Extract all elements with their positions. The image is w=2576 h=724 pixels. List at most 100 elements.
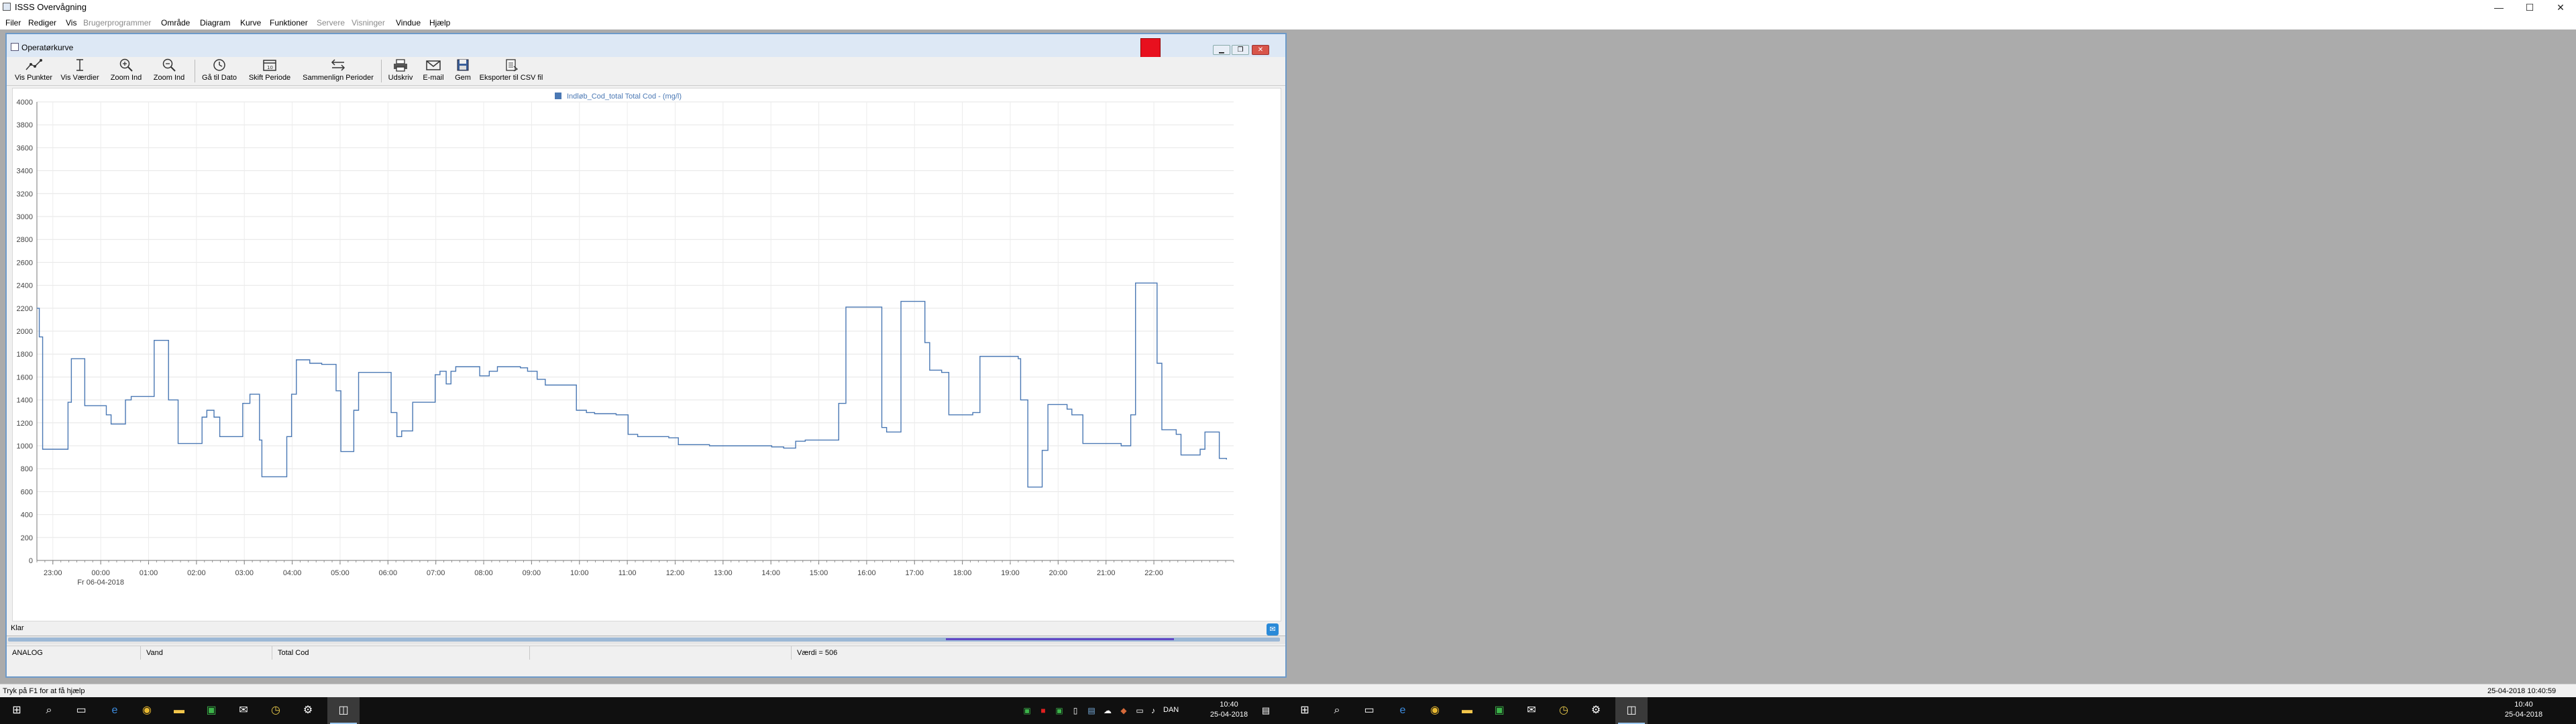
x-tick-label: 21:00 <box>1097 569 1116 577</box>
folder-icon-2[interactable]: ▬ <box>1462 705 1472 716</box>
mail-icon[interactable]: ✉ <box>239 705 248 716</box>
app-green-icon[interactable]: ▣ <box>206 705 217 716</box>
edge-icon-2[interactable]: e <box>1399 705 1406 716</box>
x-tick-label: 10:00 <box>570 569 589 577</box>
chart-area[interactable]: 0 200 400 600 800 1000 1200 1400 1600 1800 2000 220… <box>12 88 1281 621</box>
menu-kurve[interactable]: Kurve <box>240 18 262 27</box>
chrome-icon-2[interactable]: ◉ <box>1430 705 1440 716</box>
child-status-bar: ANALOG Vand Total Cod Værdi = 506 <box>7 646 1285 660</box>
y-tick-label: 1200 <box>17 420 33 428</box>
scrollbar-thumb[interactable] <box>8 638 1280 642</box>
active-app-tile-2[interactable]: ◫ <box>1615 697 1648 724</box>
tray-clock[interactable]: 10:40 25-04-2018 <box>1208 700 1250 720</box>
start-icon[interactable]: ⊞ <box>12 705 21 716</box>
active-app-tile[interactable]: ◫ <box>327 697 360 724</box>
settings-icon-2[interactable]: ⚙ <box>1591 705 1601 716</box>
tray-icon-5[interactable]: ▤ <box>1087 706 1095 715</box>
goto-date-button[interactable]: Gå til Dato <box>199 58 240 82</box>
x-tick-label: 13:00 <box>714 569 733 577</box>
zoom-in-button[interactable]: Zoom Ind <box>107 58 145 82</box>
x-tick-label: 04:00 <box>283 569 302 577</box>
zoom-in-2-button[interactable]: Zoom Ind <box>150 58 188 82</box>
menu-omraade[interactable]: Område <box>161 18 191 27</box>
menu-rediger[interactable]: Rediger <box>28 18 57 27</box>
show-values-button[interactable]: Vis Værdier <box>59 58 101 82</box>
status-medium: Vand <box>141 646 272 660</box>
task-view-icon-2[interactable]: ▭ <box>1364 705 1375 716</box>
clock-app-icon-2[interactable]: ◷ <box>1559 705 1568 716</box>
menu-servere[interactable]: Servere <box>317 18 345 27</box>
menu-visninger[interactable]: Visninger <box>352 18 385 27</box>
app-title-bar: ISSS Overvågning — ☐ ✕ <box>0 0 2576 15</box>
svg-text:10: 10 <box>267 65 273 70</box>
time-scrollbar[interactable] <box>7 636 1285 644</box>
task-view-icon[interactable]: ▭ <box>76 705 87 716</box>
child-restore-button[interactable]: ❐ <box>1232 45 1249 55</box>
folder-icon[interactable]: ▬ <box>174 705 184 716</box>
edge-icon[interactable]: e <box>111 705 118 716</box>
y-tick-label: 1400 <box>17 397 33 405</box>
x-tick-label: 07:00 <box>427 569 445 577</box>
email-button[interactable]: E-mail <box>419 58 448 82</box>
export-csv-button[interactable]: Eksporter til CSV fil <box>476 58 546 82</box>
clock-app-icon[interactable]: ◷ <box>271 705 280 716</box>
scrollbar-range-marker <box>946 638 1174 640</box>
save-button[interactable]: Gem <box>449 58 476 82</box>
y-tick-label: 1600 <box>17 373 33 381</box>
tray-icon-1[interactable]: ▣ <box>1023 706 1031 715</box>
legend-swatch <box>555 93 561 99</box>
x-tick-label: 18:00 <box>953 569 972 577</box>
tray-icon-2[interactable]: ■ <box>1040 706 1046 715</box>
print-button[interactable]: Udskriv <box>385 58 416 82</box>
compare-periods-button[interactable]: Sammenlign Perioder <box>298 58 378 82</box>
series-line <box>37 282 1227 488</box>
x-tick-label: 02:00 <box>187 569 206 577</box>
toolbar-separator <box>381 60 382 82</box>
tray-cloud-icon[interactable]: ☁ <box>1104 706 1112 715</box>
email-label: E-mail <box>423 74 444 82</box>
menu-diagram[interactable]: Diagram <box>200 18 231 27</box>
y-tick-label: 2800 <box>17 236 33 244</box>
close-button[interactable]: ✕ <box>2557 2 2565 13</box>
menu-vindue[interactable]: Vindue <box>396 18 421 27</box>
tray-icon-7[interactable]: ◆ <box>1120 706 1127 715</box>
x-tick-label: 00:00 <box>91 569 110 577</box>
menu-hjaelp[interactable]: Hjælp <box>429 18 451 27</box>
zoom-in-label: Zoom Ind <box>110 74 142 82</box>
x-tick-label: 22:00 <box>1144 569 1163 577</box>
tray-volume-icon[interactable]: ♪ <box>1151 706 1155 715</box>
line-chart[interactable]: 0 200 400 600 800 1000 1200 1400 1600 1800 2000 220… <box>13 88 1281 621</box>
zoom-in-2-icon <box>162 58 176 72</box>
tray-icon-3[interactable]: ▣ <box>1055 706 1063 715</box>
menu-funktioner[interactable]: Funktioner <box>270 18 308 27</box>
tray-clock-2[interactable]: 10:40 25-04-2018 <box>2502 700 2545 720</box>
child-minimize-button[interactable]: ▁ <box>1213 45 1230 55</box>
show-points-button[interactable]: Vis Punkter <box>13 58 54 82</box>
tray-usb-icon[interactable]: ▯ <box>1073 706 1078 715</box>
menu-vis[interactable]: Vis <box>66 18 77 27</box>
x-tick-label: 06:00 <box>379 569 398 577</box>
chat-icon[interactable]: ✉ <box>1267 623 1279 636</box>
tray-network-icon[interactable]: ▭ <box>1136 706 1144 715</box>
tray-language[interactable]: DAN <box>1163 706 1179 714</box>
child-close-button[interactable]: ✕ <box>1252 45 1269 55</box>
notification-icon[interactable]: ▤ <box>1261 705 1271 715</box>
settings-icon[interactable]: ⚙ <box>303 705 313 716</box>
y-tick-label: 3000 <box>17 213 33 221</box>
y-tick-label: 3200 <box>17 190 33 198</box>
x-tick-label: 11:00 <box>619 569 637 577</box>
status-analog: ANALOG <box>7 646 141 660</box>
start-icon-2[interactable]: ⊞ <box>1300 705 1309 716</box>
menu-filer[interactable]: Filer <box>5 18 21 27</box>
search-icon-2[interactable]: ⌕ <box>1334 705 1340 716</box>
chrome-icon[interactable]: ◉ <box>142 705 152 716</box>
minimize-button[interactable]: — <box>2494 2 2504 13</box>
maximize-button[interactable]: ☐ <box>2525 2 2534 13</box>
change-period-button[interactable]: 10 Skift Periode <box>244 58 295 82</box>
y-tick-label: 400 <box>21 511 33 520</box>
app-green-icon-2[interactable]: ▣ <box>1494 705 1505 716</box>
mail-icon-2[interactable]: ✉ <box>1527 705 1536 716</box>
menu-brugerprogrammer[interactable]: Brugerprogrammer <box>83 18 152 27</box>
search-icon[interactable]: ⌕ <box>46 705 52 716</box>
app-title: ISSS Overvågning <box>15 2 87 12</box>
